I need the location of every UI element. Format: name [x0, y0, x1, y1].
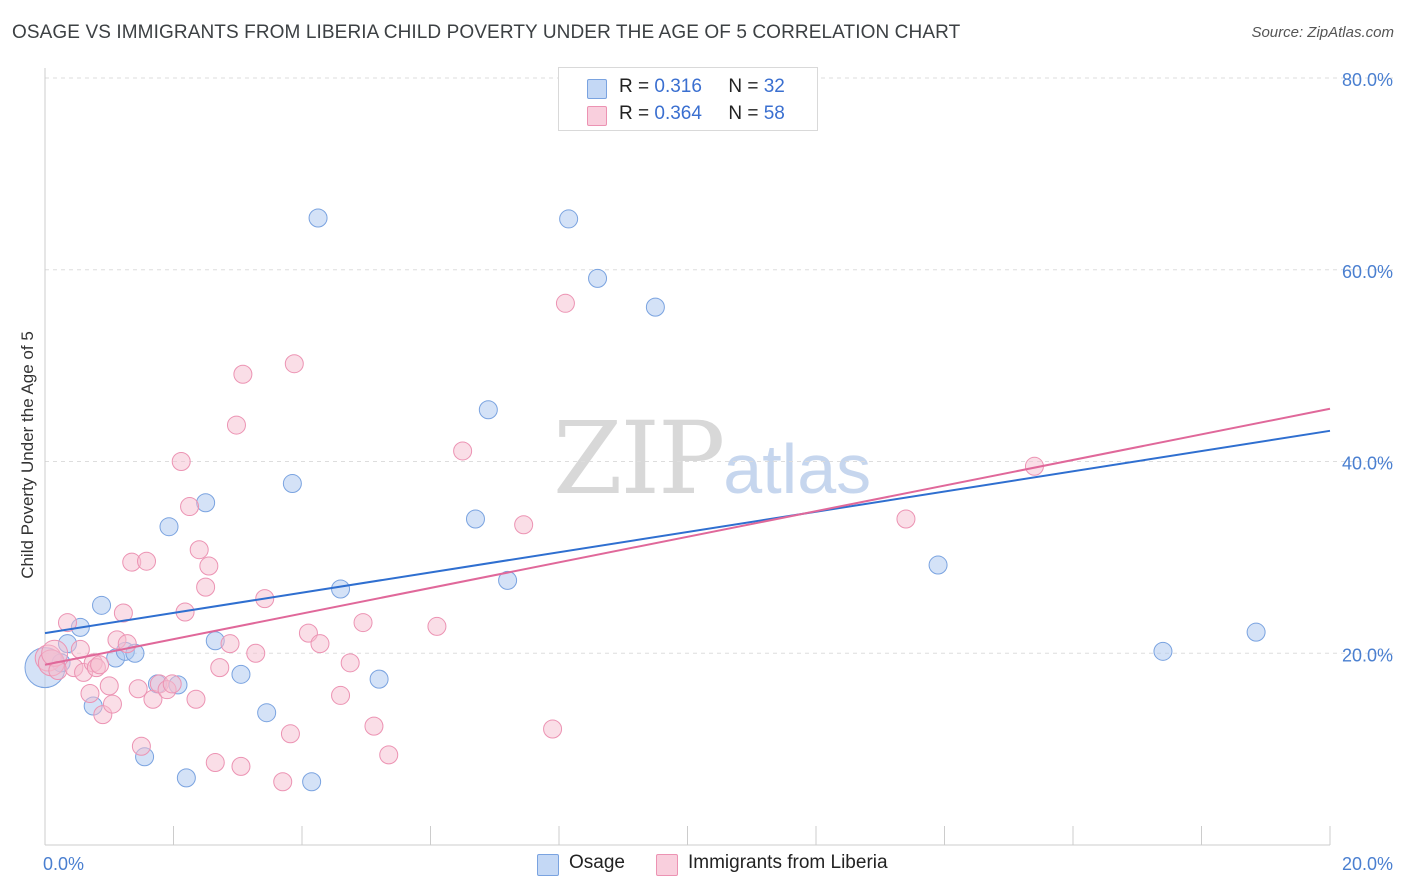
liberia-point	[196, 577, 216, 597]
liberia-point	[113, 603, 133, 623]
gridlines	[45, 77, 1395, 654]
liberia-point	[364, 716, 384, 736]
liberia-point	[171, 452, 191, 471]
liberia-point	[453, 441, 473, 461]
x-tick-label: 0.0%	[43, 854, 84, 874]
liberia-swatch	[587, 106, 607, 126]
legend-text-liberia: R = 0.364 N = 58	[619, 103, 785, 125]
liberia-point	[246, 643, 266, 663]
liberia-point	[199, 556, 219, 576]
correlation-legend: R = 0.316 N = 32 R = 0.364 N = 58	[558, 67, 818, 131]
osage-point	[282, 474, 302, 494]
osage-point	[257, 703, 277, 723]
osage-point	[498, 570, 518, 590]
liberia-point	[90, 655, 110, 675]
liberia-point	[226, 415, 246, 435]
r-value: 0.316	[654, 76, 702, 97]
osage-point	[559, 209, 579, 229]
osage-point	[478, 400, 498, 420]
osage-point	[231, 664, 251, 684]
liberia-point	[220, 634, 240, 654]
osage-point	[1246, 622, 1266, 642]
osage-point	[176, 768, 196, 788]
y-axis-label: Child Poverty Under the Age of 5	[18, 331, 37, 579]
liberia-point	[189, 540, 209, 560]
liberia-point	[284, 354, 304, 374]
osage-point	[928, 555, 948, 575]
y-tick-label: 80.0%	[1342, 70, 1393, 90]
liberia-point	[180, 497, 200, 517]
watermark: ZIPatlas	[553, 400, 871, 517]
liberia-point	[162, 674, 182, 694]
liberia-point	[137, 551, 157, 571]
osage-points	[24, 208, 1266, 792]
liberia-point	[102, 694, 122, 714]
x-tick-labels: 0.0% 20.0%	[43, 854, 1393, 874]
osage-point	[308, 208, 328, 228]
osage-point	[645, 297, 665, 317]
y-tick-label: 40.0%	[1342, 454, 1393, 474]
liberia-point	[280, 724, 300, 744]
watermark-atlas: atlas	[723, 430, 872, 508]
liberia-point	[80, 684, 100, 704]
liberia-point	[186, 689, 206, 709]
osage-point	[196, 493, 216, 513]
liberia-point	[99, 676, 119, 696]
liberia-point	[331, 685, 351, 705]
x-tick-label: 20.0%	[1342, 854, 1393, 874]
liberia-legend-label: Immigrants from Liberia	[688, 852, 888, 873]
liberia-point	[543, 719, 563, 739]
osage-point	[302, 772, 322, 792]
n-value: 32	[763, 76, 785, 97]
liberia-point	[128, 679, 148, 699]
osage-point	[331, 579, 351, 599]
liberia-point	[514, 515, 534, 535]
y-tick-label: 20.0%	[1342, 645, 1393, 665]
osage-point	[159, 517, 179, 537]
liberia-point	[57, 613, 77, 633]
osage-point	[369, 669, 389, 689]
liberia-legend-swatch	[656, 854, 678, 876]
liberia-point	[310, 634, 330, 654]
axes	[44, 68, 1331, 846]
liberia-point	[555, 293, 575, 313]
trend-lines	[44, 407, 1331, 666]
osage-point	[92, 595, 112, 615]
liberia-point	[427, 616, 447, 636]
osage-swatch	[587, 79, 607, 99]
r-label: R =	[619, 103, 650, 124]
y-tick-labels: 20.0% 40.0% 60.0% 80.0%	[1342, 70, 1393, 665]
r-value: 0.364	[654, 103, 702, 124]
osage-point	[465, 509, 485, 529]
liberia-point	[210, 658, 230, 678]
source-credit: Source: ZipAtlas.com	[1251, 24, 1394, 41]
liberia-trend-line	[44, 407, 1331, 666]
liberia-point	[273, 772, 293, 792]
osage-legend-swatch	[537, 854, 559, 876]
chart-title: OSAGE VS IMMIGRANTS FROM LIBERIA CHILD P…	[12, 22, 961, 43]
liberia-point	[231, 756, 251, 776]
liberia-points	[34, 293, 1044, 792]
y-tick-label: 60.0%	[1342, 262, 1393, 282]
liberia-point	[353, 613, 373, 633]
liberia-point	[131, 736, 151, 756]
osage-point	[588, 268, 608, 288]
n-label: N =	[728, 76, 759, 97]
n-value: 58	[763, 103, 785, 124]
r-label: R =	[619, 76, 650, 97]
liberia-point	[896, 509, 916, 529]
liberia-point	[205, 753, 225, 773]
legend-text-osage: R = 0.316 N = 32	[619, 76, 785, 98]
osage-trend-line	[44, 429, 1331, 635]
liberia-point	[340, 653, 360, 673]
liberia-point	[233, 364, 253, 384]
osage-point	[1153, 641, 1173, 661]
n-label: N =	[728, 103, 759, 124]
osage-legend-label: Osage	[569, 852, 625, 873]
liberia-point	[379, 745, 399, 765]
watermark-zip: ZIP	[553, 400, 725, 517]
